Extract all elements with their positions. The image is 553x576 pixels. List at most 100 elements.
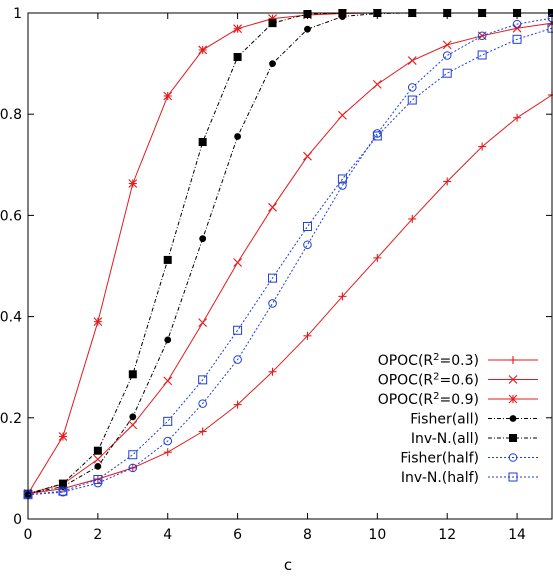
series-6-point-14 [512,19,522,29]
series-6-point-7 [268,299,277,308]
series-7-point-7-frame [268,273,278,283]
series-7-point-2-frame [93,475,103,485]
legend-sample-marker-7-frame [508,472,518,482]
series-2-point-6 [233,258,242,267]
series-2-point-2-d2 [93,454,103,464]
series-6-point-3-ring [128,463,138,473]
series-6-point-11-ring [407,83,417,92]
series-6-point-12 [442,51,452,60]
series-6-point-13-ring [477,31,487,41]
legend-label-6: Fisher(half) [400,451,479,467]
legend-item-7: Inv-N.(half) [401,470,538,486]
x-tick-label-4: 8 [303,527,312,543]
legend-item-4: Fisher(all) [410,412,538,428]
series-5-point-2 [93,446,102,455]
y-tick-label-0: 0 [13,512,22,528]
series-2-point-10 [372,79,382,89]
plot-frame [27,12,553,520]
series-5-point-1-box [58,479,67,488]
series-2-point-12-d2 [442,40,452,50]
series-7-point-4-frame [163,416,173,426]
legend: OPOC(R2=0.3)OPOC(R2=0.6)OPOC(R2=0.9)Fish… [378,352,538,486]
series-5-point-7 [268,19,277,28]
legend-sample-marker-5 [509,434,517,442]
legend-sample-marker-3 [508,394,518,404]
series-6-point-5 [198,399,207,408]
legend-label-2-main: OPOC(R [378,373,434,389]
series-2-point-11-d2 [407,56,417,65]
legend-sample-marker-4 [509,415,517,422]
series-2-point-10-d2 [372,79,382,89]
series-3-point-4-d2 [163,91,173,101]
series-2-point-3 [128,420,138,430]
series-7-point-8-frame [302,222,312,232]
series-2-point-7 [268,202,277,212]
legend-sample-marker-6-ring [508,453,518,462]
series-7-point-1-frame [58,486,68,496]
legend-label-3-sup: 2 [433,391,439,402]
series-7-point-6 [233,325,243,335]
legend-label-4-main: Fisher(all) [410,412,479,428]
series-2-point-7-d2 [268,202,277,212]
series-7-point-8 [302,222,312,232]
series-7-point-7 [268,273,278,283]
series-6-point-5-ring [198,399,207,408]
legend-label-7: Inv-N.(half) [401,470,479,486]
series-4-point-7-dot [269,60,276,67]
series-1 [24,90,553,498]
x-tick-label-6: 12 [438,527,456,543]
series-6-point-12-ring [442,51,452,60]
legend-label-1-sup: 2 [433,352,439,363]
series-4-line [27,12,552,495]
series-2-point-9 [338,110,347,120]
series-7-point-12-frame [442,68,452,78]
series-6-point-8-ring [303,240,312,250]
series-5-point-5 [198,138,207,147]
series-6-point-9 [338,181,347,190]
series-7-point-2 [93,475,103,485]
series-7-point-13 [477,50,487,60]
series-2-point-8-d2 [303,151,312,161]
series-1-point-6 [233,400,242,409]
series-5-point-3-box [128,370,137,379]
series-7-point-14 [512,34,522,44]
legend-item-1: OPOC(R2=0.3) [378,352,538,369]
series-2-point-4-d2 [163,376,173,386]
series-6-point-14-ring [512,19,522,29]
series-7-point-13-frame [477,50,487,60]
series-2-point-5 [198,318,208,328]
legend-label-2: OPOC(R2=0.6) [378,372,479,389]
series-4-point-2-dot [94,462,102,470]
series-7-point-14-frame [512,34,522,44]
series-3-point-5-d2 [198,45,208,55]
legend-sample-marker-1 [509,356,517,364]
series-7-point-4 [163,416,173,426]
series-4-point-7 [269,60,276,67]
series-1-line [27,94,553,495]
legend-item-2: OPOC(R2=0.6) [378,372,538,389]
x-axis-title: c [284,556,292,574]
series-7-point-3 [128,450,138,460]
series-1-point-11 [408,214,417,223]
series-6-point-8 [303,240,312,250]
series-2-point-6-d2 [233,258,242,267]
series-7-point-6-frame [233,325,243,335]
series-6-point-6 [233,355,242,364]
series-6-point-4-ring [163,436,173,446]
axis-layer: 0 2 4 6 8 10 12 14 0 0.2 0.4 0.6 0.8 1 [0,6,553,543]
series-5-point-5-box [198,138,207,147]
series-5-point-6 [233,53,242,62]
series-7-point-12 [442,68,452,78]
x-tick-label-0: 0 [24,527,33,543]
series-1-point-10 [373,253,382,262]
legend-label-2-tail: =0.6) [440,373,479,389]
series-5-point-4 [163,255,172,264]
series-6-line [27,17,553,496]
series-4-point-8-dot [304,25,311,33]
series-7-point-5 [198,375,208,385]
series-2-point-8 [303,151,312,161]
series-4-point-2 [94,462,102,470]
series-4-point-6-dot [234,133,242,140]
legend-sample-marker-2 [508,375,518,384]
series-7-line [27,27,553,496]
